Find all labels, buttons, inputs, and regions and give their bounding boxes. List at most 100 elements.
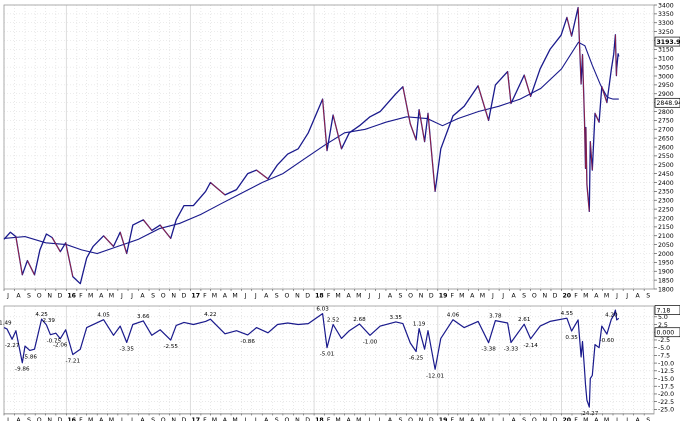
oscillator-peak-label: 3.78 [489, 314, 502, 320]
y-tick-label: 3050 [658, 64, 674, 71]
down-move-accent [27, 260, 35, 275]
oscillator-peak-label: 2.68 [353, 317, 366, 323]
x-tick-label: M [356, 417, 361, 421]
x-tick-label: J [120, 417, 123, 421]
oscillator-peak-label: 1.49 [0, 321, 12, 327]
x-tick-label: F [79, 417, 83, 421]
x-tick-label: A [346, 417, 351, 421]
oscillator-peak-label: -2.06 [53, 343, 68, 349]
oscillator-peak-label: -1.00 [363, 339, 378, 345]
y-tick-label: 5.0 [658, 314, 668, 321]
x-tick-label: M [583, 417, 588, 421]
x-tick-label: O [284, 417, 289, 421]
down-move-accent [585, 127, 588, 185]
y-tick-label: 2050 [658, 242, 674, 249]
x-tick-label: A [594, 293, 599, 300]
x-tick-label: J [6, 293, 9, 300]
x-tick-label: M [232, 417, 237, 421]
down-move-accent [589, 141, 593, 171]
oscillator-peak-label: -2.55 [163, 344, 178, 350]
x-tick-label: 20 [562, 417, 571, 421]
y-tick-label: 3250 [658, 29, 674, 36]
y-tick-label: 2400 [658, 180, 674, 187]
x-tick-label: J [625, 293, 628, 300]
oscillator-peak-label: -7.21 [66, 358, 81, 364]
x-tick-label: O [532, 417, 537, 421]
y-tick-label: -10.0 [658, 360, 674, 367]
x-tick-label: A [264, 293, 269, 300]
x-tick-label: A [388, 417, 393, 421]
down-move-accent [418, 109, 425, 142]
y-tick-label: 3000 [658, 73, 674, 80]
x-tick-label: J [501, 417, 504, 421]
down-move-accent [582, 54, 585, 121]
y-tick-label: 2600 [658, 144, 674, 151]
x-tick-label: M [480, 417, 485, 421]
down-move-accent [402, 86, 411, 124]
oscillator-peak-label: -5.86 [23, 354, 38, 360]
y-tick-label: 3400 [658, 2, 674, 9]
x-tick-label: D [182, 417, 187, 421]
x-tick-label: M [88, 293, 93, 300]
oscillator-last-value: 7.18 [657, 307, 671, 314]
x-tick-label: N [542, 293, 547, 300]
y-tick-label: 2900 [658, 91, 674, 98]
x-tick-label: M [459, 417, 464, 421]
oscillator-peak-label: 4.55 [561, 311, 574, 317]
oscillator-peak-label: -24.27 [580, 411, 598, 417]
x-tick-label: J [491, 417, 494, 421]
x-tick-label: J [244, 293, 247, 300]
down-move-accent [615, 34, 617, 76]
x-tick-label: O [161, 293, 166, 300]
y-tick-label: 3150 [658, 47, 674, 54]
oscillator-peak-label: -2.14 [523, 343, 538, 349]
x-tick-label: F [203, 293, 207, 300]
oscillator-value-tags: 7.18 0.000 [654, 305, 680, 338]
down-move-accent [477, 85, 489, 121]
x-tick-label: A [470, 293, 475, 300]
y-tick-label: -5.0 [658, 345, 670, 352]
x-tick-label: F [451, 417, 455, 421]
x-tick-label: M [109, 293, 114, 300]
x-tick-label: D [57, 293, 62, 300]
y-tick-label: -17.5 [658, 384, 674, 391]
oscillator-series-line [3, 309, 620, 408]
x-tick-label: A [636, 417, 641, 421]
price-y-axis: 3400335033003250320031503100305030002950… [654, 2, 674, 293]
x-tick-label: N [419, 293, 424, 300]
down-move-accent [210, 182, 226, 196]
y-tick-label: -22.5 [658, 399, 674, 406]
y-tick-label: 2100 [658, 233, 674, 240]
down-move-accent [15, 236, 23, 275]
x-tick-label: F [451, 293, 455, 300]
price-value-tags: 3193.93 2848.94 [654, 36, 680, 108]
x-tick-label: S [151, 417, 155, 421]
x-tick-label: 19 [439, 417, 448, 421]
x-tick-label: F [327, 417, 331, 421]
y-tick-label: 1950 [658, 260, 674, 267]
x-axis-top: J A S O N D 16 F M A M J J A S O N D 17 F M A M J J A S O N D 18 F M A M J J… [3, 288, 654, 300]
oscillator-peak-label: -6.25 [409, 356, 424, 362]
x-tick-label: S [151, 293, 155, 300]
y-tick-label: 2950 [658, 82, 674, 89]
x-tick-label: D [305, 293, 310, 300]
x-tick-label: J [244, 417, 247, 421]
x-tick-label: J [491, 293, 494, 300]
x-tick-label: S [522, 293, 526, 300]
x-tick-label: M [212, 293, 217, 300]
x-tick-label: J [367, 293, 370, 300]
oscillator-peak-label: 0.35 [565, 335, 578, 341]
x-tick-label: 16 [67, 293, 76, 300]
y-tick-label: 2450 [658, 171, 674, 178]
y-tick-label: 2200 [658, 215, 674, 222]
oscillator-peak-label: 6.03 [316, 307, 329, 313]
y-tick-label: -7.5 [658, 353, 670, 360]
x-tick-label: A [223, 293, 228, 300]
x-tick-label: M [88, 417, 93, 421]
y-tick-label: 2800 [658, 109, 674, 116]
y-tick-label: 3100 [658, 56, 674, 63]
x-tick-label: N [295, 417, 300, 421]
oscillator-peak-label: 2.39 [42, 318, 55, 324]
